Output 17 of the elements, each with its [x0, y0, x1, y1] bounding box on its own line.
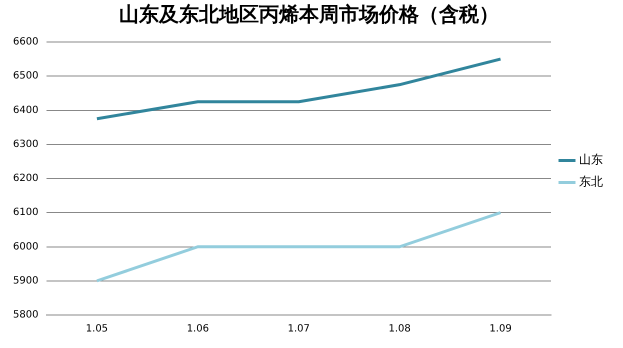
y-tick-label: 6000 [12, 241, 38, 252]
x-tick-label: 1.05 [86, 324, 108, 335]
y-tick-label: 6200 [12, 173, 38, 184]
chart-title: 山东及东北地区丙烯本周市场价格（含税） [119, 2, 499, 26]
y-tick-label: 6100 [12, 207, 38, 218]
x-tick-label: 1.08 [388, 324, 411, 335]
y-tick-label: 5800 [12, 310, 38, 321]
x-tick-label: 1.07 [288, 324, 310, 335]
x-tick-label: 1.09 [489, 324, 512, 335]
y-tick-label: 6500 [12, 70, 38, 82]
legend-label: 山东 [579, 152, 603, 167]
y-tick-label: 6300 [12, 138, 38, 150]
y-tick-label: 5900 [12, 275, 38, 286]
x-tick-label: 1.06 [186, 324, 209, 335]
y-tick-label: 6600 [12, 36, 38, 48]
legend-label: 东北 [579, 174, 603, 189]
y-tick-label: 6400 [12, 104, 38, 116]
